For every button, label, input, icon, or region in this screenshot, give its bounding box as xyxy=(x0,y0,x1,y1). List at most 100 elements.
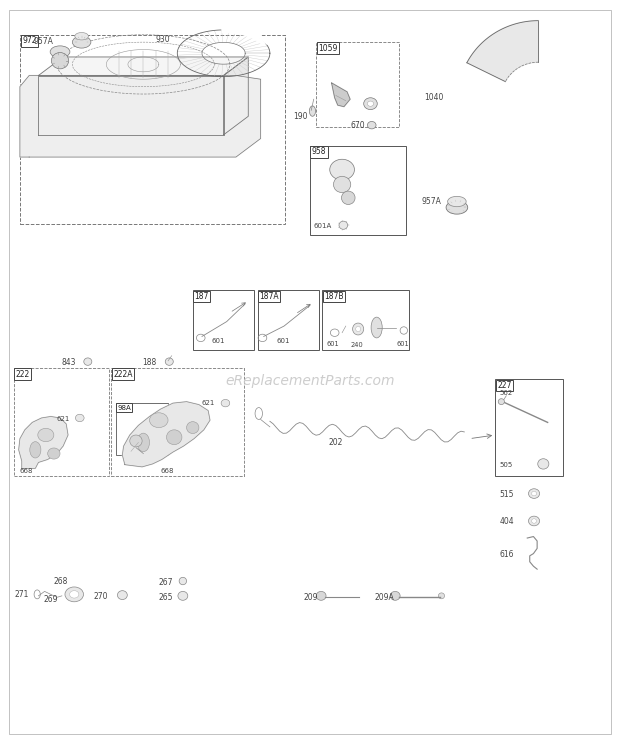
Text: 265: 265 xyxy=(159,593,173,602)
Bar xyxy=(193,290,254,350)
Text: 843: 843 xyxy=(61,358,76,367)
Ellipse shape xyxy=(130,435,142,447)
Text: 98A: 98A xyxy=(117,405,131,411)
Ellipse shape xyxy=(73,36,91,48)
Ellipse shape xyxy=(50,46,70,58)
Text: 670: 670 xyxy=(350,121,365,130)
Ellipse shape xyxy=(531,519,536,523)
Ellipse shape xyxy=(76,414,84,422)
Text: 601: 601 xyxy=(327,341,339,347)
Text: 668: 668 xyxy=(20,467,33,474)
Polygon shape xyxy=(467,21,538,82)
Text: 227: 227 xyxy=(497,381,511,390)
Text: 269: 269 xyxy=(43,595,58,604)
Text: 190: 190 xyxy=(293,112,308,121)
Ellipse shape xyxy=(75,33,89,40)
Text: 616: 616 xyxy=(500,550,514,559)
Ellipse shape xyxy=(538,459,549,469)
Ellipse shape xyxy=(316,591,326,600)
Bar xyxy=(322,290,409,350)
Polygon shape xyxy=(224,57,248,135)
Text: 601A: 601A xyxy=(313,223,331,229)
Text: 505: 505 xyxy=(500,462,513,469)
Ellipse shape xyxy=(390,591,400,600)
Ellipse shape xyxy=(179,577,187,585)
Text: 621: 621 xyxy=(57,416,70,422)
Bar xyxy=(111,368,244,475)
Ellipse shape xyxy=(446,201,467,214)
Ellipse shape xyxy=(309,106,316,116)
Text: 222A: 222A xyxy=(113,370,133,379)
Text: 930: 930 xyxy=(156,36,171,45)
Text: 601: 601 xyxy=(396,341,409,347)
Text: 515: 515 xyxy=(500,490,514,498)
Text: 601: 601 xyxy=(211,338,224,344)
Ellipse shape xyxy=(368,121,376,129)
Text: 404: 404 xyxy=(500,517,514,526)
Ellipse shape xyxy=(30,442,41,458)
Text: 187B: 187B xyxy=(324,292,343,301)
Ellipse shape xyxy=(528,516,539,526)
Text: 957A: 957A xyxy=(33,37,53,46)
Bar xyxy=(495,379,563,475)
Bar xyxy=(316,42,399,127)
Ellipse shape xyxy=(448,196,466,207)
Ellipse shape xyxy=(48,448,60,459)
Text: 562: 562 xyxy=(500,390,513,396)
Polygon shape xyxy=(122,402,210,467)
Ellipse shape xyxy=(528,489,539,498)
Text: 187A: 187A xyxy=(259,292,279,301)
Ellipse shape xyxy=(371,317,382,338)
Text: 188: 188 xyxy=(142,358,156,367)
Ellipse shape xyxy=(187,422,199,434)
Ellipse shape xyxy=(84,358,92,365)
Ellipse shape xyxy=(368,101,374,106)
Ellipse shape xyxy=(149,413,168,428)
Bar xyxy=(257,290,319,350)
Ellipse shape xyxy=(531,491,536,496)
Polygon shape xyxy=(332,83,350,106)
Text: 1040: 1040 xyxy=(424,93,443,102)
Polygon shape xyxy=(38,75,224,135)
Text: 187: 187 xyxy=(195,292,209,301)
Ellipse shape xyxy=(356,327,361,332)
Text: 1059: 1059 xyxy=(318,44,337,53)
Ellipse shape xyxy=(364,97,378,109)
Text: 957A: 957A xyxy=(421,197,441,206)
Text: 621: 621 xyxy=(202,400,215,406)
Ellipse shape xyxy=(498,399,505,405)
Text: 972: 972 xyxy=(22,36,37,45)
Text: 270: 270 xyxy=(94,592,108,601)
Text: 209A: 209A xyxy=(375,593,394,602)
Polygon shape xyxy=(19,417,68,469)
Text: 202: 202 xyxy=(329,438,343,447)
Ellipse shape xyxy=(137,433,149,452)
Ellipse shape xyxy=(221,400,230,407)
Text: 958: 958 xyxy=(312,147,326,156)
Text: 668: 668 xyxy=(161,467,174,474)
Ellipse shape xyxy=(334,176,351,193)
Bar xyxy=(14,368,109,475)
Ellipse shape xyxy=(38,429,54,442)
Text: eReplacementParts.com: eReplacementParts.com xyxy=(225,374,395,388)
Ellipse shape xyxy=(51,53,69,69)
Ellipse shape xyxy=(65,587,84,602)
Ellipse shape xyxy=(353,323,364,335)
Text: 222: 222 xyxy=(16,370,30,379)
Bar xyxy=(115,403,168,455)
Text: 209: 209 xyxy=(304,593,318,602)
Text: 271: 271 xyxy=(15,590,29,599)
Ellipse shape xyxy=(342,191,355,205)
Polygon shape xyxy=(20,75,260,157)
Bar xyxy=(310,146,405,235)
Bar xyxy=(20,35,285,224)
Ellipse shape xyxy=(69,591,79,598)
Text: 240: 240 xyxy=(350,342,363,348)
Text: 601: 601 xyxy=(276,338,290,344)
Ellipse shape xyxy=(330,159,355,180)
Ellipse shape xyxy=(438,593,445,599)
Ellipse shape xyxy=(339,221,348,229)
Ellipse shape xyxy=(167,430,182,445)
Ellipse shape xyxy=(117,591,127,600)
Polygon shape xyxy=(38,57,248,75)
